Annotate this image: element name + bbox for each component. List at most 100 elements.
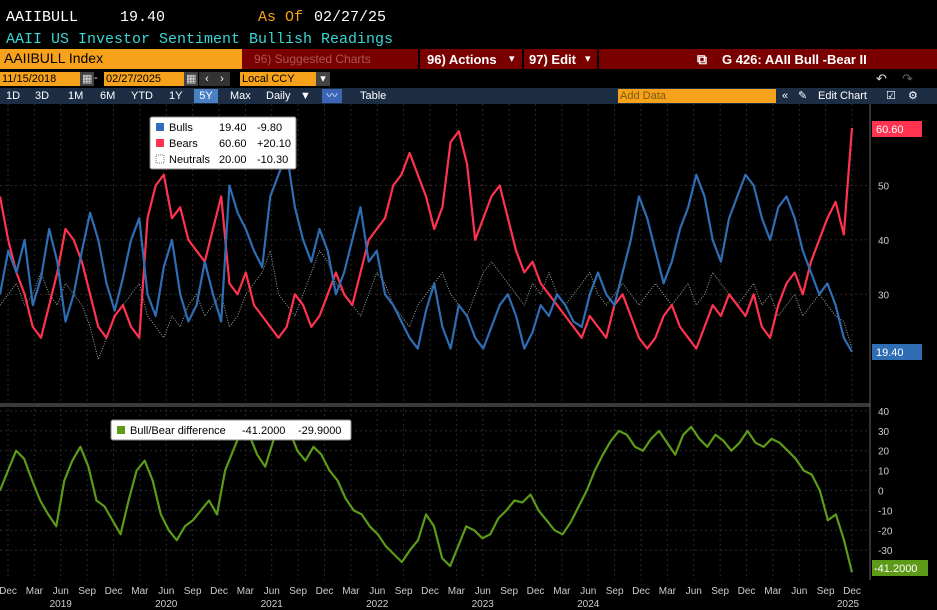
description-row: AAII US Investor Sentiment Bullish Readi…: [0, 31, 937, 49]
upper-legend[interactable]: Bulls 19.40 -9.80 Bears 60.60 +20.10 Neu…: [149, 116, 297, 170]
x-tick-label: Dec: [632, 586, 650, 597]
end-date-input[interactable]: 02/27/2025: [104, 72, 186, 86]
lower-legend[interactable]: Bull/Bear difference -41.2000 -29.9000: [110, 419, 352, 441]
date-separator: -: [94, 72, 98, 84]
suggested-charts-button[interactable]: 96) Suggested Charts: [254, 52, 371, 66]
diff-swatch: [117, 426, 125, 434]
y-tick-label: -20: [878, 526, 893, 537]
x-tick-label: Sep: [78, 586, 96, 597]
x-tick-label: Jun: [53, 586, 69, 597]
frequency-select[interactable]: Daily: [266, 90, 291, 102]
bears-last-badge: [872, 121, 922, 137]
x-year-label: 2020: [155, 599, 178, 610]
line-chart-icon[interactable]: 〰: [322, 89, 342, 103]
bulls-swatch: [156, 123, 164, 131]
redo-icon[interactable]: ↷: [902, 71, 913, 86]
y-tick-label: 10: [878, 467, 890, 478]
x-tick-label: Sep: [711, 586, 729, 597]
toolbar-divider: [597, 49, 599, 69]
y-tick-label: 0: [878, 487, 884, 498]
y-tick-label: -30: [878, 546, 893, 557]
x-tick-label: Dec: [0, 586, 17, 597]
bears-swatch: [156, 139, 164, 147]
index-name-box[interactable]: AAIIBULL Index: [0, 49, 242, 69]
x-tick-label: Jun: [580, 586, 596, 597]
x-tick-label: Jun: [264, 586, 280, 597]
panel-separator[interactable]: [0, 403, 870, 407]
collapse-icon[interactable]: «: [782, 90, 789, 102]
x-tick-label: Sep: [817, 586, 835, 597]
x-tick-label: Sep: [500, 586, 518, 597]
x-tick-label: Mar: [131, 586, 149, 597]
calendar-icon[interactable]: ▦: [80, 72, 94, 86]
undo-icon[interactable]: ↶: [876, 71, 887, 86]
ticker-label[interactable]: AAIIBULL: [6, 9, 79, 26]
bulls-last-badge: [872, 344, 922, 360]
legend-neutrals-name: Neutrals: [169, 154, 210, 166]
currency-caret-icon[interactable]: ▾: [316, 72, 330, 86]
range-1y[interactable]: 1Y: [169, 90, 183, 102]
edit-chart-icon[interactable]: ✎: [798, 90, 808, 102]
x-tick-label: Jun: [158, 586, 174, 597]
chart-title: G 426: AAII Bull -Bear II: [722, 52, 867, 67]
popout-icon[interactable]: ⧉: [697, 51, 707, 67]
x-tick-label: Jun: [686, 586, 702, 597]
range-1m[interactable]: 1M: [68, 90, 84, 102]
bulls-series-line: [0, 151, 853, 353]
x-tick-label: Mar: [553, 586, 571, 597]
upper-panel-series: [0, 127, 854, 360]
bull-bear-difference-line: [0, 425, 854, 573]
range-ytd[interactable]: YTD: [131, 90, 153, 102]
settings-gear-icon[interactable]: ⚙: [908, 90, 918, 102]
actions-caret-icon[interactable]: ▾: [509, 53, 515, 65]
next-period-button[interactable]: ›: [214, 72, 230, 86]
neutrals-swatch: [155, 154, 165, 164]
currency-select[interactable]: Local CCY: [240, 72, 316, 86]
chart-toolbar: AAIIBULL Index 96) Suggested Charts 96) …: [0, 49, 937, 69]
diff-last-badge: [872, 560, 928, 576]
x-tick-label: Jun: [791, 586, 807, 597]
legend-box: [110, 419, 352, 441]
x-tick-label: Dec: [421, 586, 439, 597]
x-tick-label: Jun: [369, 586, 385, 597]
range-3d[interactable]: 3D: [35, 90, 50, 102]
lower-panel-series: [0, 425, 854, 573]
range-6m[interactable]: 6M: [100, 90, 116, 102]
x-tick-label: Dec: [527, 586, 545, 597]
edit-button[interactable]: 97) Edit: [529, 52, 576, 67]
range-5y[interactable]: 5Y: [194, 89, 218, 103]
start-date-input[interactable]: 11/15/2018: [0, 72, 82, 86]
legend-bears-change: +20.10: [257, 138, 291, 150]
add-data-input[interactable]: Add Data: [618, 89, 776, 103]
x-tick-label: Dec: [843, 586, 861, 597]
neutrals-series-line: [0, 250, 853, 360]
x-tick-label: Mar: [659, 586, 677, 597]
edit-caret-icon[interactable]: ▾: [585, 53, 591, 65]
actions-button[interactable]: 96) Actions: [427, 52, 497, 67]
table-button[interactable]: Table: [360, 90, 387, 102]
calendar-icon[interactable]: ▦: [184, 72, 198, 86]
y-tick-label: 30: [878, 427, 890, 438]
legend-bears-name: Bears: [169, 138, 198, 150]
last-value-labels: 60.60 19.40 -41.2000: [872, 121, 928, 576]
x-tick-label: Mar: [342, 586, 360, 597]
x-tick-label: Jun: [475, 586, 491, 597]
legend-neutrals-value: 20.00: [219, 154, 247, 166]
x-tick-label: Dec: [105, 586, 123, 597]
x-tick-label: Mar: [237, 586, 255, 597]
range-1d[interactable]: 1D: [6, 90, 21, 102]
x-year-label: 2023: [472, 599, 495, 610]
range-max[interactable]: Max: [230, 90, 251, 102]
bears-last-value: 60.60: [876, 124, 904, 136]
x-tick-label: Dec: [738, 586, 756, 597]
x-tick-label: Dec: [210, 586, 228, 597]
x-year-label: 2021: [261, 599, 284, 610]
chart-gridlines: [0, 104, 870, 580]
edit-chart-button[interactable]: Edit Chart: [818, 90, 867, 102]
diff-last-value: -41.2000: [874, 563, 917, 575]
frequency-caret-icon[interactable]: ▼: [300, 90, 311, 102]
annotate-icon[interactable]: ☑: [886, 90, 896, 102]
legend-diff-change: -29.9000: [298, 425, 341, 437]
prev-period-button[interactable]: ‹: [199, 72, 215, 86]
